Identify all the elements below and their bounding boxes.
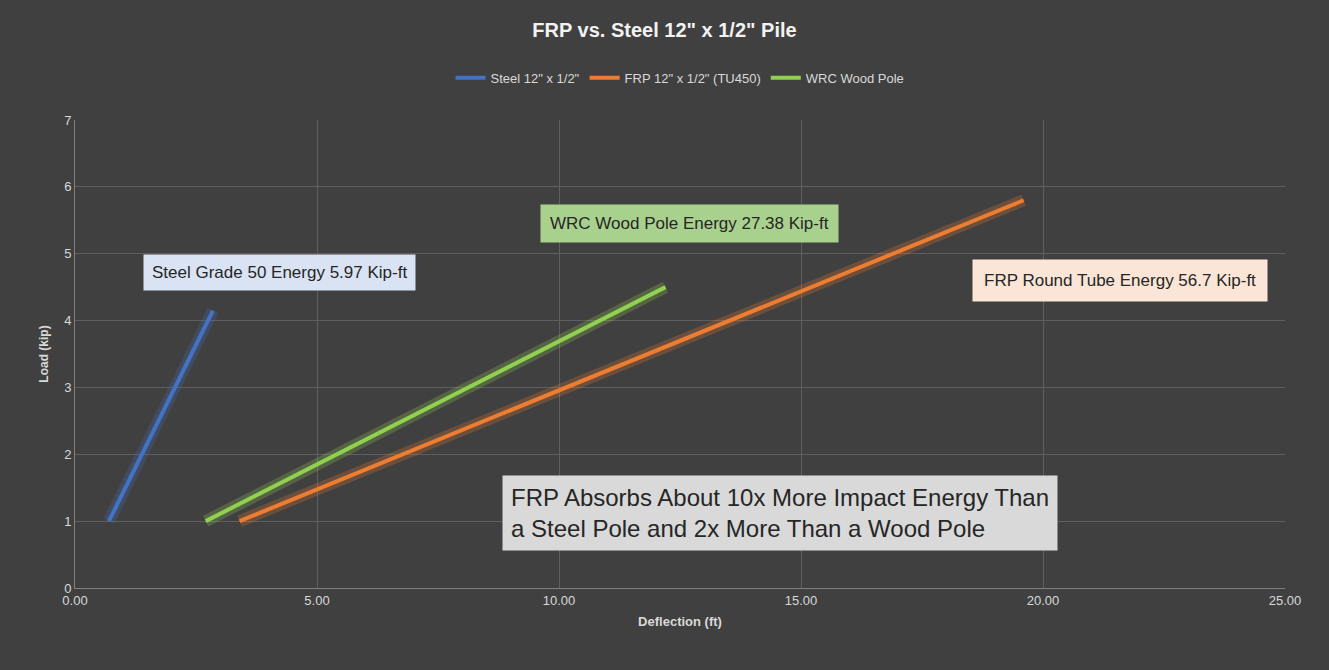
svg-text:5.00: 5.00 xyxy=(304,593,329,608)
svg-text:6: 6 xyxy=(64,179,71,194)
svg-text:FRP Round Tube Energy 56.7 Kip: FRP Round Tube Energy 56.7 Kip-ft xyxy=(984,271,1256,290)
svg-text:Steel 12" x 1/2": Steel 12" x 1/2" xyxy=(491,71,580,86)
svg-text:FRP Absorbs About 10x More Imp: FRP Absorbs About 10x More Impact Energy… xyxy=(511,484,1049,542)
svg-text:25.00: 25.00 xyxy=(1269,593,1302,608)
svg-text:Deflection (ft): Deflection (ft) xyxy=(638,614,722,629)
svg-text:FRP 12" x 1/2" (TU450): FRP 12" x 1/2" (TU450) xyxy=(625,71,761,86)
svg-text:WRC Wood Pole: WRC Wood Pole xyxy=(806,71,904,86)
svg-text:15.00: 15.00 xyxy=(785,593,818,608)
svg-text:Steel Grade 50 Energy 5.97 Kip: Steel Grade 50 Energy 5.97 Kip-ft xyxy=(152,263,407,282)
svg-text:0.00: 0.00 xyxy=(62,593,87,608)
svg-text:20.00: 20.00 xyxy=(1027,593,1060,608)
svg-text:0: 0 xyxy=(64,581,71,596)
svg-text:7: 7 xyxy=(64,113,71,128)
svg-text:4: 4 xyxy=(64,313,71,328)
svg-text:1: 1 xyxy=(64,514,71,529)
svg-text:WRC Wood Pole Energy 27.38 Kip: WRC Wood Pole Energy 27.38 Kip-ft xyxy=(550,214,829,233)
svg-text:Load (kip): Load (kip) xyxy=(37,325,51,382)
svg-text:FRP vs. Steel 12" x 1/2" Pile: FRP vs. Steel 12" x 1/2" Pile xyxy=(532,19,796,41)
svg-text:10.00: 10.00 xyxy=(543,593,576,608)
svg-text:2: 2 xyxy=(64,447,71,462)
svg-text:5: 5 xyxy=(64,246,71,261)
svg-text:3: 3 xyxy=(64,380,71,395)
